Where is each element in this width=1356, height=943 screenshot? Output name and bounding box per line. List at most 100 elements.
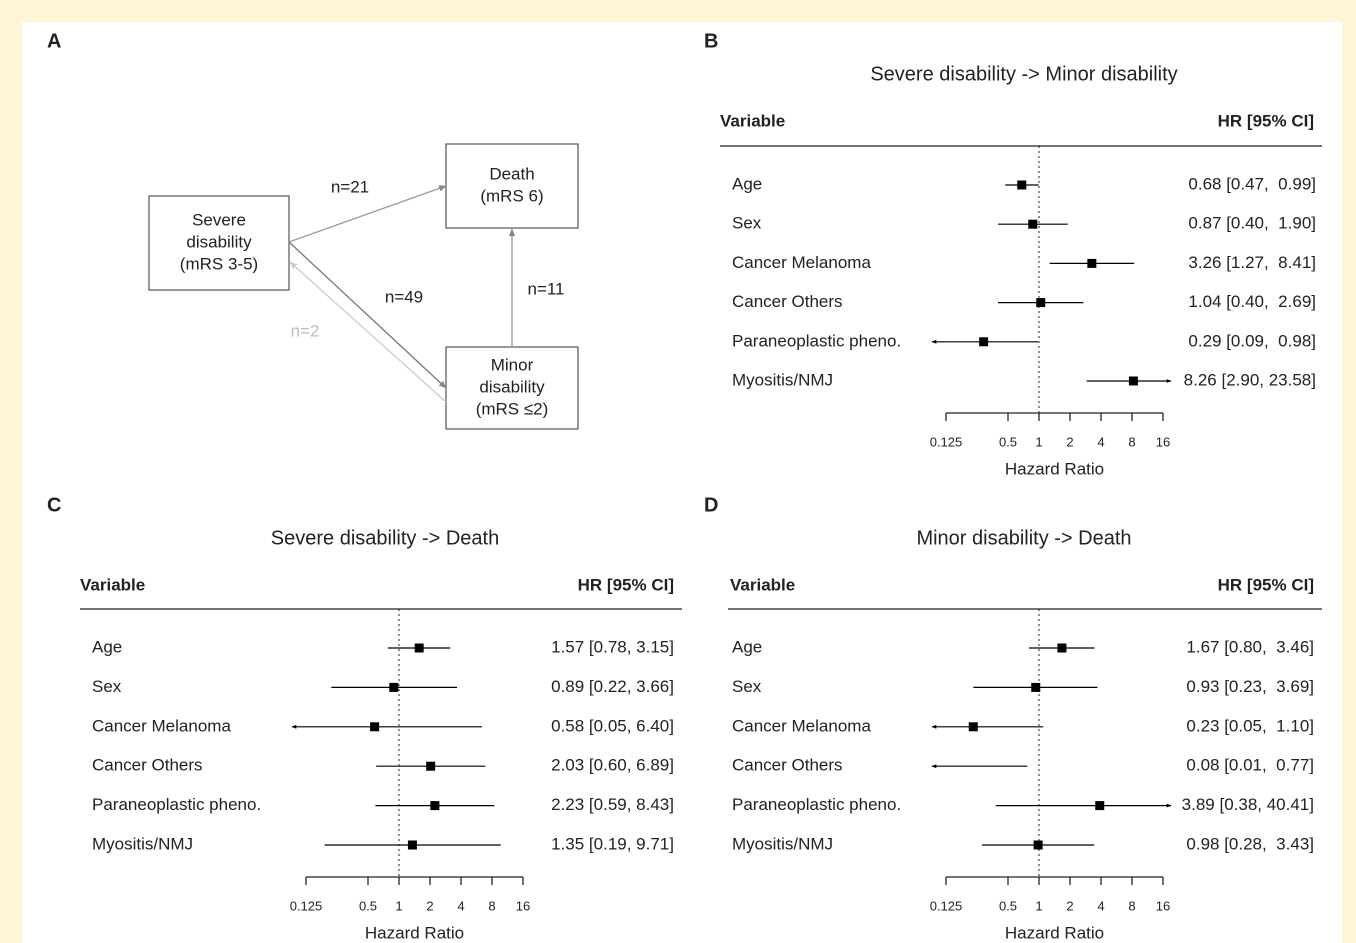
value-label: 0.29 [0.09, 0.98]: [1188, 331, 1316, 350]
row-label: Cancer Melanoma: [92, 716, 231, 735]
value-label: 1.67 [0.80, 3.46]: [1186, 637, 1314, 656]
node-label: disability: [479, 377, 545, 396]
node-label: (mRS ≤2): [476, 399, 549, 418]
x-tick-label: 2: [426, 898, 433, 913]
node-box: [148, 195, 290, 291]
chart-title: Severe disability -> Minor disability: [870, 63, 1177, 85]
x-axis-label: Hazard Ratio: [1005, 459, 1104, 478]
hazard-ratio-point: [1087, 258, 1097, 268]
node-label: Death: [489, 164, 534, 183]
panel-letter: C: [47, 494, 61, 516]
x-tick-label: 4: [457, 898, 464, 913]
value-label: 2.23 [0.59, 8.43]: [551, 795, 674, 814]
column-header: HR [95% CI]: [1218, 575, 1314, 594]
hazard-ratio-point: [426, 761, 436, 771]
column-header: Variable: [730, 575, 795, 594]
edge-label: n=21: [331, 177, 369, 196]
edge-arrow: [288, 241, 447, 389]
x-tick-label: 8: [488, 898, 495, 913]
hazard-ratio-point: [968, 722, 978, 732]
value-label: 1.57 [0.78, 3.15]: [551, 637, 674, 656]
value-label: 0.89 [0.22, 3.66]: [551, 677, 674, 696]
x-tick-label: 1: [1035, 434, 1042, 449]
x-tick-label: 8: [1128, 434, 1135, 449]
value-label: 0.68 [0.47, 0.99]: [1188, 174, 1316, 193]
value-label: 8.26 [2.90, 23.58]: [1184, 370, 1316, 389]
x-axis-label: Hazard Ratio: [1005, 923, 1104, 942]
value-label: 1.04 [0.40, 2.69]: [1188, 292, 1316, 311]
x-tick-label: 0.125: [930, 898, 963, 913]
row-label: Cancer Others: [732, 292, 843, 311]
x-tick-label: 8: [1128, 898, 1135, 913]
hazard-ratio-point: [1017, 180, 1027, 190]
node-label: Severe: [192, 210, 246, 229]
hazard-ratio-point: [1128, 376, 1138, 386]
node-label: Minor: [491, 355, 534, 374]
column-header: HR [95% CI]: [578, 575, 674, 594]
row-label: Myositis/NMJ: [732, 370, 833, 389]
edge-arrow: [289, 261, 447, 403]
figure-background: [22, 22, 1342, 943]
hazard-ratio-point: [979, 337, 989, 347]
node-label: (mRS 6): [480, 186, 543, 205]
value-label: 3.89 [0.38, 40.41]: [1182, 795, 1314, 814]
row-label: Sex: [92, 677, 122, 696]
edge-label: n=49: [385, 287, 423, 306]
node-box: [445, 346, 579, 430]
value-label: 0.87 [0.40, 1.90]: [1188, 214, 1316, 233]
row-label: Myositis/NMJ: [92, 834, 193, 853]
x-tick-label: 2: [1066, 898, 1073, 913]
value-label: 0.98 [0.28, 3.43]: [1186, 834, 1314, 853]
node-box: [445, 143, 579, 229]
x-tick-label: 16: [1156, 898, 1170, 913]
row-label: Age: [732, 637, 762, 656]
x-tick-label: 1: [1035, 898, 1042, 913]
row-label: Cancer Melanoma: [732, 253, 871, 272]
row-label: Cancer Others: [92, 756, 203, 775]
x-tick-label: 4: [1097, 898, 1104, 913]
row-label: Sex: [732, 677, 762, 696]
panel-letter: A: [47, 30, 61, 52]
x-tick-label: 16: [516, 898, 530, 913]
panel-letter: D: [704, 494, 718, 516]
x-tick-label: 2: [1066, 434, 1073, 449]
hazard-ratio-point: [1033, 840, 1043, 850]
x-tick-label: 0.125: [930, 434, 963, 449]
x-tick-label: 0.5: [999, 898, 1017, 913]
hazard-ratio-point: [389, 682, 399, 692]
column-header: Variable: [720, 111, 785, 130]
value-label: 0.23 [0.05, 1.10]: [1186, 716, 1314, 735]
row-label: Cancer Melanoma: [732, 716, 871, 735]
chart-title: Minor disability -> Death: [916, 527, 1131, 549]
value-label: 0.58 [0.05, 6.40]: [551, 716, 674, 735]
x-tick-label: 1: [395, 898, 402, 913]
hazard-ratio-point: [430, 801, 440, 811]
node-label: disability: [186, 232, 252, 251]
row-label: Paraneoplastic pheno.: [732, 331, 901, 350]
value-label: 1.35 [0.19, 9.71]: [551, 834, 674, 853]
column-header: Variable: [80, 575, 145, 594]
x-tick-label: 4: [1097, 434, 1104, 449]
x-tick-label: 16: [1156, 434, 1170, 449]
hazard-ratio-point: [1031, 682, 1041, 692]
row-label: Cancer Others: [732, 756, 843, 775]
panel-letter: B: [704, 30, 718, 52]
hazard-ratio-point: [1028, 219, 1038, 229]
value-label: 2.03 [0.60, 6.89]: [551, 756, 674, 775]
x-tick-label: 0.125: [290, 898, 323, 913]
row-label: Age: [92, 637, 122, 656]
node-label: (mRS 3-5): [180, 254, 258, 273]
value-label: 3.26 [1.27, 8.41]: [1188, 253, 1316, 272]
hazard-ratio-point: [1057, 643, 1067, 653]
row-label: Age: [732, 174, 762, 193]
x-axis-label: Hazard Ratio: [365, 923, 464, 942]
hazard-ratio-point: [414, 643, 424, 653]
edge-label: n=11: [527, 279, 564, 298]
value-label: 0.93 [0.23, 3.69]: [1186, 677, 1314, 696]
hazard-ratio-point: [1095, 801, 1105, 811]
edge-arrow: [288, 185, 447, 243]
row-label: Sex: [732, 214, 762, 233]
hazard-ratio-point: [407, 840, 417, 850]
hazard-ratio-point: [1036, 298, 1046, 308]
